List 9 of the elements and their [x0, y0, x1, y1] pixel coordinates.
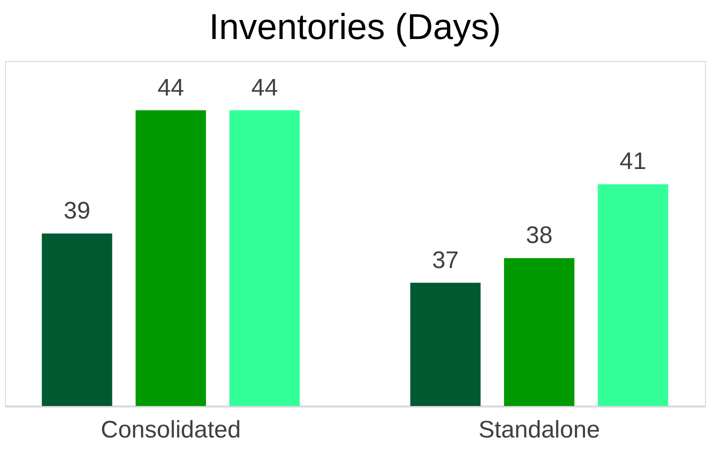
data-label: 38 [526, 222, 553, 250]
data-label: 41 [620, 148, 646, 176]
data-label: 37 [432, 246, 459, 274]
data-label: 39 [64, 198, 90, 224]
x-tick-label: Consolidated [100, 416, 241, 444]
data-label: 44 [157, 74, 184, 102]
data-label: 44 [251, 74, 278, 102]
x-tick-label: Standalone [478, 416, 600, 444]
chart-title: Inventories (Days) [208, 6, 502, 47]
